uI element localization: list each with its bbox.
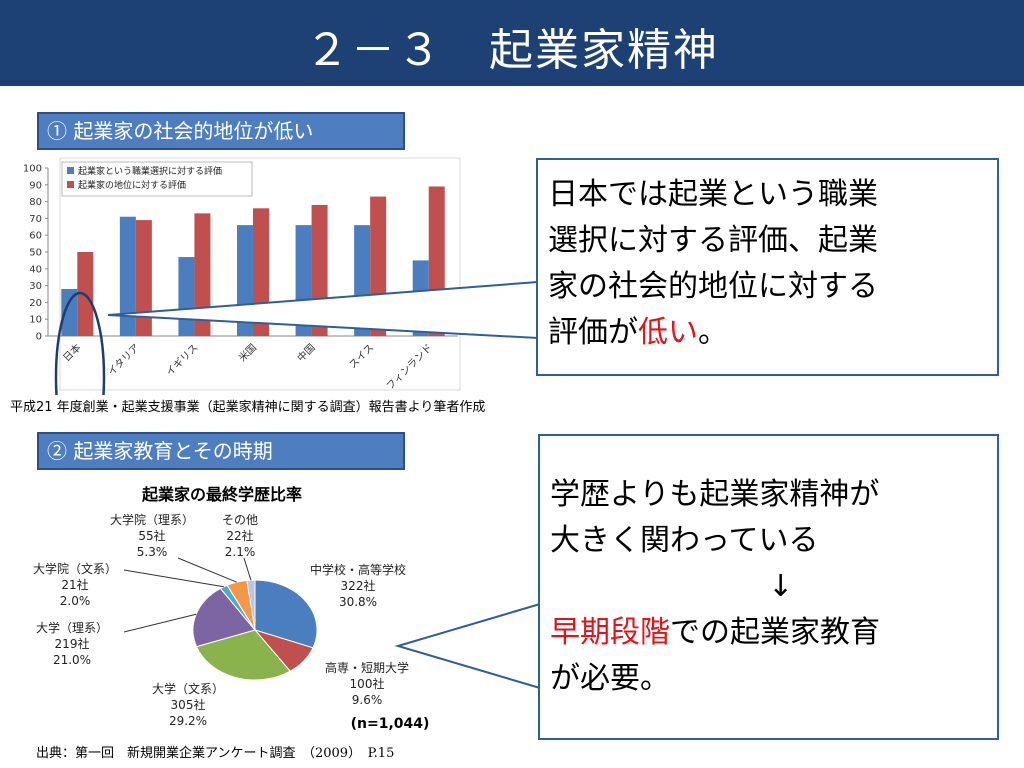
y-tick-label: 20 [29, 298, 42, 309]
y-tick-label: 30 [29, 281, 42, 292]
pie-slice [192, 587, 256, 648]
y-tick-label: 40 [29, 264, 42, 275]
legend-swatch [67, 181, 74, 188]
pie-slice-label: 5.3% [137, 545, 168, 559]
legend-label: 起業家という職業選択に対する評価 [78, 165, 222, 177]
section-2-label: ② 起業家教育とその時期 [37, 432, 405, 470]
pie-slice-label: 100社 [350, 676, 385, 691]
y-tick-label: 60 [29, 231, 42, 242]
callout-2-line-4-post: での起業家教育 [670, 615, 880, 650]
callout-2-line-5: が必要。 [550, 661, 670, 696]
callout-2: 学歴よりも起業家精神が 大きく関わっている ↓ 早期段階での起業家教育 が必要。 [538, 434, 999, 740]
title-bar: ２－３ 起業家精神 [0, 0, 1024, 86]
pie-slice-label: 2.1% [225, 545, 256, 559]
section-1-label: ① 起業家の社会的地位が低い [37, 112, 405, 150]
pie-slice-label: 55社 [138, 528, 165, 543]
callout-2-highlight: 早期段階 [550, 615, 670, 650]
callout-1-line-1: 日本では起業という職業 [548, 177, 878, 212]
pie-slice-label: 219社 [55, 636, 90, 651]
pie-slice-label: その他 [222, 513, 258, 527]
pie-slice-label: 大学院（理系） [110, 512, 194, 527]
y-tick-label: 0 [36, 332, 42, 343]
callout-1-highlight: 低い [638, 315, 698, 350]
pie-slice [254, 579, 318, 649]
pie-leader-line [123, 613, 197, 633]
bar [194, 213, 211, 336]
pie-slice-label: 中学校・高等学校 [310, 562, 406, 577]
source-note-2: 出典：第一回 新規開業企業アンケート調査 （2009） P.15 [36, 746, 395, 761]
pie-slice-label: 大学（理系） [36, 620, 108, 635]
callout-1-line-4-post: 。 [698, 315, 728, 350]
pie-leader-line [243, 557, 252, 581]
pie-slice-label: 29.2% [169, 714, 207, 728]
pie-slice-label: 21.0% [53, 653, 91, 667]
callout-1-line-4-pre: 評価が [548, 315, 638, 350]
legend-swatch [67, 167, 74, 174]
y-tick-label: 80 [29, 197, 42, 208]
callout-2-line-2: 大きく関わっている [550, 523, 819, 558]
callout-1-line-4: 評価が低い。 [548, 310, 997, 356]
y-tick-label: 100 [23, 164, 42, 175]
pie-slice-label: 305社 [171, 697, 206, 712]
bar [135, 220, 152, 336]
y-tick-label: 70 [29, 214, 42, 225]
bar [61, 288, 78, 336]
callout-1-line-3: 家の社会的地位に対する [548, 269, 878, 304]
pie-sample-size: (n=1,044) [351, 716, 430, 732]
source-note-1: 平成21 年度創業・起業支援事業（起業家精神に関する調査）報告書より筆者作成 [10, 400, 486, 415]
pie-leader-line [123, 569, 224, 588]
pie-slice-label: 21社 [61, 577, 88, 592]
pie-slice-label: 9.6% [352, 693, 383, 707]
japan-highlight-ellipse [54, 291, 106, 395]
pie-slice-label: 322社 [341, 578, 376, 593]
callout-1: 日本では起業という職業 選択に対する評価、起業 家の社会的地位に対する 評価が低… [536, 158, 999, 376]
chart-legend [61, 161, 253, 197]
pie-slice-label: 2.0% [60, 594, 91, 608]
pie-slice-label: 大学（文系） [152, 681, 224, 696]
y-tick-label: 90 [29, 180, 42, 191]
pie-title: 起業家の最終学歴比率 [141, 485, 302, 504]
slide-title: ２－３ 起業家精神 [305, 25, 719, 76]
pie-slice [195, 629, 291, 681]
callout-1-line-2: 選択に対する評価、起業 [548, 223, 878, 258]
callout-2-line-1: 学歴よりも起業家精神が [550, 477, 880, 512]
pie-leader-line [177, 557, 237, 583]
y-tick-label: 10 [29, 315, 42, 326]
pie-slice-label: 30.8% [339, 595, 377, 609]
legend-label: 起業家の地位に対する評価 [78, 179, 186, 191]
callout-2-arrow: ↓ [768, 569, 794, 604]
bar [119, 216, 136, 336]
pie-slice-label: 22社 [226, 528, 253, 543]
pie-slice-label: 大学院（文系） [33, 561, 117, 576]
pie-slice-label: 高専・短期大学 [325, 660, 409, 675]
callout-2-line-4: 早期段階での起業家教育 [550, 610, 997, 656]
pie-slice [246, 579, 256, 631]
y-tick-label: 50 [29, 248, 42, 259]
